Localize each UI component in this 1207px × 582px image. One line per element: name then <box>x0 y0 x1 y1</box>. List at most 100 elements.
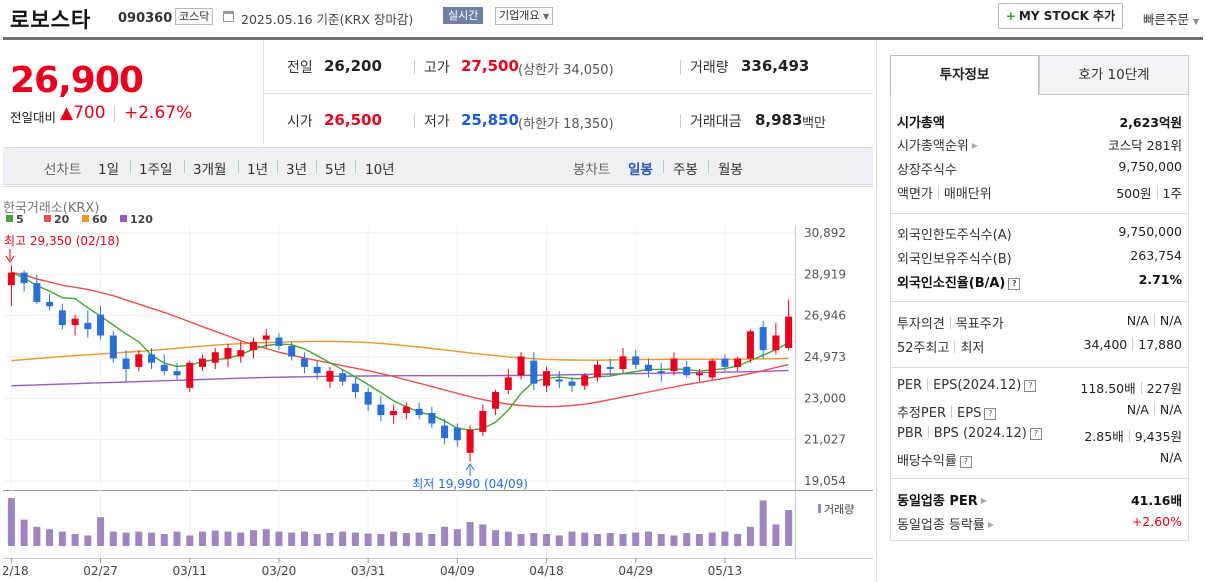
separator <box>708 160 709 173</box>
y-tick-label: 19,054 <box>804 474 846 488</box>
period-1y[interactable]: 1년 <box>247 162 269 178</box>
candle-body <box>606 366 614 370</box>
period-3y[interactable]: 3년 <box>286 162 308 178</box>
volume-bar <box>453 529 461 546</box>
tab-invest-info[interactable]: 투자정보 <box>890 55 1039 95</box>
quote-divider <box>263 93 873 94</box>
candle-body <box>300 358 308 367</box>
quick-order-dropdown[interactable]: 빠른주문 ▼ <box>1143 9 1199 28</box>
candle-body <box>288 345 296 357</box>
help-icon[interactable]: ? <box>1024 380 1037 392</box>
candle-body <box>466 429 474 453</box>
volume-bar <box>198 531 207 546</box>
volume-bar <box>249 530 257 546</box>
change-separator <box>114 106 115 122</box>
price-chart[interactable]: 거래량 30,892 28,919 26,946 24,973 23,000 21,027… <box>3 186 873 582</box>
realtime-button[interactable]: 실시간 <box>443 7 484 24</box>
x-tick-label: 03/31 <box>351 564 386 578</box>
volume-bar <box>351 532 359 546</box>
min-price-annotation: 최저 19,990 (04/09) <box>412 477 528 491</box>
volume-bar <box>288 532 296 546</box>
separator <box>1153 314 1155 326</box>
candle-body <box>619 356 627 370</box>
volume-bar <box>339 531 347 546</box>
period-5y[interactable]: 5년 <box>325 162 347 178</box>
ma-line-120 <box>11 369 789 387</box>
change-label: 전일대비 <box>10 110 57 125</box>
low-label: 저가 <box>424 114 450 130</box>
candle-body <box>71 318 79 326</box>
tab-ask-10[interactable]: 호가 10단계 <box>1039 55 1189 95</box>
invest-row-label[interactable]: 동일업종 PER ▶ <box>897 494 987 509</box>
help-icon[interactable]: ? <box>959 456 972 468</box>
candle-body <box>402 406 410 413</box>
add-mystock-button[interactable]: + MY STOCK 추가 <box>998 3 1123 29</box>
high-value: 27,500 <box>461 57 519 75</box>
period-10y[interactable]: 10년 <box>365 162 395 178</box>
volume-bar <box>555 535 563 546</box>
volume-bar <box>58 531 66 546</box>
open-label: 시가 <box>287 114 313 130</box>
section-divider <box>891 213 1188 214</box>
company-overview-dropdown[interactable]: 기업개요 ▼ <box>495 7 554 25</box>
candle-body <box>275 337 283 346</box>
y-tick-label: 24,973 <box>804 350 846 364</box>
invest-row-value: 2.85배 9,435원 <box>1084 429 1182 444</box>
candle-body <box>224 348 232 359</box>
help-icon[interactable]: ? <box>1008 278 1021 290</box>
x-tick-label: 03/20 <box>262 564 297 578</box>
volume-bar <box>109 531 117 546</box>
separator <box>414 114 415 128</box>
candle-body <box>568 381 576 386</box>
volume-bar <box>746 526 754 546</box>
volume-bar <box>135 531 143 546</box>
candle-body <box>734 358 742 367</box>
separator <box>277 160 278 173</box>
invest-row-label: PBR BPS (2024.12)? <box>897 426 1042 441</box>
invest-row-label[interactable]: 동일업종 등락률 ▶ <box>897 518 995 533</box>
help-icon[interactable]: ? <box>984 408 997 420</box>
volume-bar <box>695 534 703 546</box>
separator <box>680 60 681 74</box>
x-tick-label: 03/11 <box>172 564 207 578</box>
invest-row-label: 상장주식수 <box>897 163 957 178</box>
volume-bar <box>428 534 436 546</box>
volume-bar <box>33 526 41 546</box>
invest-row-label: 외국인소진율(B/A)? <box>897 272 1021 291</box>
x-tick-label: 04/18 <box>529 564 564 578</box>
period-3m[interactable]: 3개월 <box>193 162 227 178</box>
candle-weekly[interactable]: 주봉 <box>673 162 698 178</box>
candle-body <box>84 322 92 330</box>
invest-row-label: PER EPS(2024.12)? <box>897 378 1037 393</box>
volume-bar <box>84 535 92 546</box>
candle-body <box>759 327 767 351</box>
x-tick-label: 05/13 <box>708 564 743 578</box>
separator <box>184 160 185 173</box>
change-amount: ▲700 <box>60 103 106 123</box>
period-1w[interactable]: 1주일 <box>139 162 173 178</box>
separator <box>316 160 317 173</box>
chevron-right-icon: ▶ <box>987 520 995 529</box>
candle-daily[interactable]: 일봉 <box>628 162 653 178</box>
volume-bar <box>644 531 652 546</box>
volume-bar <box>581 532 589 546</box>
period-1d[interactable]: 1일 <box>98 162 120 178</box>
volume-bar <box>7 498 15 546</box>
candle-body <box>109 335 117 359</box>
candle-body <box>721 358 729 367</box>
help-icon[interactable]: ? <box>1029 428 1042 440</box>
separator <box>1156 187 1158 199</box>
invest-row-label[interactable]: 시가총액순위 ▶ <box>897 139 978 154</box>
candle-body <box>97 314 105 336</box>
volume-bar <box>390 531 398 546</box>
candle-monthly[interactable]: 월봉 <box>718 162 743 178</box>
candle-body <box>7 272 15 286</box>
market-badge: 코스닥 <box>175 8 214 25</box>
volume-label: 거래량 <box>824 503 854 516</box>
candle-body <box>33 283 41 302</box>
y-tick-label: 26,946 <box>804 309 846 323</box>
invest-row-value: 9,750,000 <box>1118 224 1182 239</box>
company-overview-label: 기업개요 <box>499 9 540 22</box>
invest-row-value: 2,623억원 <box>1119 115 1182 130</box>
stock-name: 로보스타 <box>10 8 92 32</box>
